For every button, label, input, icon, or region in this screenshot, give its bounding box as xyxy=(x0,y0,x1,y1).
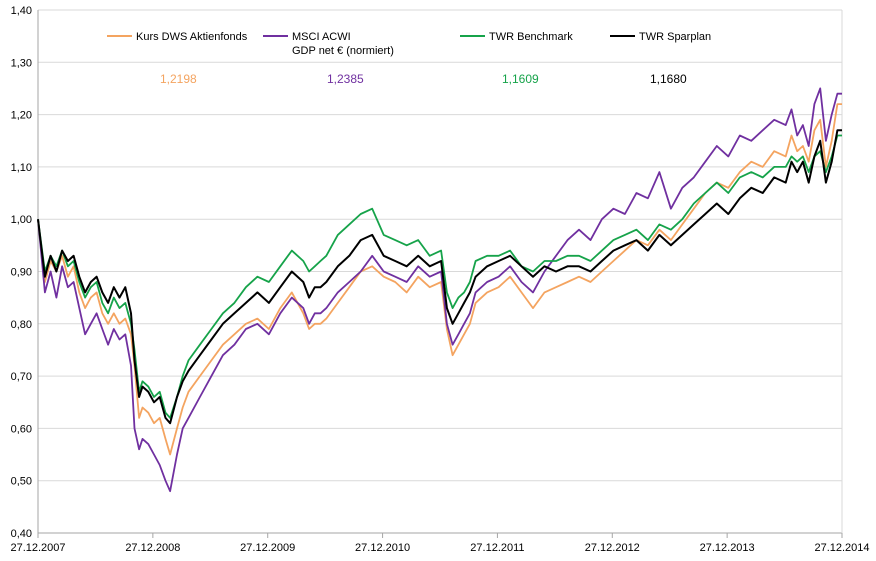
y-tick-label: 1,10 xyxy=(11,162,32,174)
x-tick-label: 27.12.2009 xyxy=(240,542,295,554)
y-tick-label: 0,50 xyxy=(11,476,32,488)
legend: Kurs DWS Aktienfonds MSCI ACWI GDP net €… xyxy=(107,31,711,57)
series-line-kurs-dws xyxy=(37,103,842,456)
legend-label-kurs-dws: Kurs DWS Aktienfonds xyxy=(136,31,248,43)
series-line-twr-sparplan xyxy=(37,129,842,425)
y-axis-tick-labels: 0,40 0,50 0,60 0,70 0,80 0,90 1,00 1,10 1,20 1,30… xyxy=(11,5,32,540)
legend-label-msci-acwi-line2: GDP net € (normiert) xyxy=(292,45,394,57)
final-value-msci-acwi: 1,2385 xyxy=(327,72,364,86)
y-tick-label: 0,40 xyxy=(11,528,32,540)
y-tick-label: 0,70 xyxy=(11,371,32,383)
series-line-twr-benchmark xyxy=(37,134,842,419)
x-tick-label: 27.12.2011 xyxy=(470,542,524,554)
series-line-msci-acwi xyxy=(37,87,842,493)
x-tick-label: 27.12.2010 xyxy=(355,542,410,554)
x-tick-label: 27.12.2014 xyxy=(814,542,869,554)
x-tick-label: 27.12.2007 xyxy=(10,542,65,554)
final-value-twr-sparplan: 1,1680 xyxy=(650,72,687,86)
x-axis-tick-labels: 27.12.2007 27.12.2008 27.12.2009 27.12.2010… xyxy=(10,542,869,554)
axes xyxy=(37,10,843,538)
series-lines xyxy=(37,87,842,493)
y-tick-label: 1,30 xyxy=(11,57,32,69)
legend-label-msci-acwi-line1: MSCI ACWI xyxy=(292,31,351,43)
y-tick-label: 0,90 xyxy=(11,267,32,279)
x-tick-label: 27.12.2008 xyxy=(125,542,180,554)
legend-label-twr-sparplan: TWR Sparplan xyxy=(639,31,711,43)
final-value-twr-benchmark: 1,1609 xyxy=(502,72,539,86)
x-tick-label: 27.12.2012 xyxy=(585,542,640,554)
y-tick-label: 1,20 xyxy=(11,110,32,122)
legend-label-twr-benchmark: TWR Benchmark xyxy=(489,31,573,43)
y-tick-label: 1,40 xyxy=(11,5,32,17)
final-value-labels: 1,2198 1,2385 1,1609 1,1680 xyxy=(160,72,687,86)
y-tick-label: 0,80 xyxy=(11,319,32,331)
y-tick-label: 0,60 xyxy=(11,423,32,435)
x-tick-label: 27.12.2013 xyxy=(700,542,755,554)
y-tick-label: 1,00 xyxy=(11,214,32,226)
final-value-kurs-dws: 1,2198 xyxy=(160,72,197,86)
